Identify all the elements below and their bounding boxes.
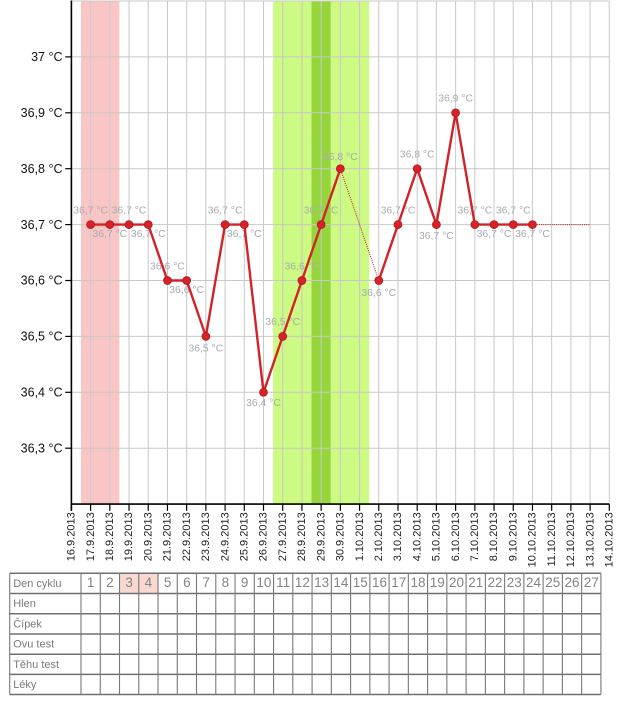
- svg-text:36,4 °C: 36,4 °C: [246, 398, 281, 409]
- svg-text:9: 9: [241, 575, 249, 590]
- svg-text:3.10.2013: 3.10.2013: [392, 512, 404, 561]
- svg-text:36,7 °C: 36,7 °C: [92, 229, 127, 240]
- svg-text:36,7 °C: 36,7 °C: [112, 205, 147, 216]
- svg-text:36,7 °C: 36,7 °C: [21, 218, 63, 232]
- svg-text:12.10.2013: 12.10.2013: [565, 512, 577, 567]
- svg-text:19.9.2013: 19.9.2013: [123, 512, 135, 561]
- svg-text:Ovu test: Ovu test: [13, 639, 54, 651]
- svg-text:28.9.2013: 28.9.2013: [296, 512, 308, 561]
- svg-text:36,4 °C: 36,4 °C: [21, 386, 63, 400]
- svg-text:7.10.2013: 7.10.2013: [469, 512, 481, 561]
- svg-text:25.9.2013: 25.9.2013: [239, 512, 251, 561]
- svg-text:23: 23: [507, 575, 522, 590]
- svg-text:Léky: Léky: [13, 679, 37, 691]
- svg-text:36,6 °C: 36,6 °C: [285, 261, 320, 272]
- svg-text:18: 18: [410, 575, 425, 590]
- svg-text:36,7 °C: 36,7 °C: [477, 229, 512, 240]
- svg-text:24: 24: [526, 575, 542, 590]
- svg-text:16.9.2013: 16.9.2013: [66, 512, 78, 561]
- svg-text:8.10.2013: 8.10.2013: [488, 512, 500, 561]
- svg-text:27.9.2013: 27.9.2013: [277, 512, 289, 561]
- svg-text:6: 6: [183, 575, 191, 590]
- svg-text:10: 10: [256, 575, 271, 590]
- svg-text:1: 1: [87, 575, 95, 590]
- svg-text:36,7 °C: 36,7 °C: [304, 205, 339, 216]
- svg-text:36,7 °C: 36,7 °C: [73, 205, 108, 216]
- svg-text:26: 26: [565, 575, 580, 590]
- svg-text:2.10.2013: 2.10.2013: [373, 512, 385, 561]
- svg-text:36,6 °C: 36,6 °C: [169, 285, 204, 296]
- svg-text:13.10.2013: 13.10.2013: [584, 512, 596, 567]
- svg-text:23.9.2013: 23.9.2013: [200, 512, 212, 561]
- svg-text:22.9.2013: 22.9.2013: [181, 512, 193, 561]
- svg-text:11.10.2013: 11.10.2013: [546, 512, 558, 566]
- svg-text:2: 2: [106, 575, 114, 590]
- svg-text:36,6 °C: 36,6 °C: [21, 274, 63, 288]
- svg-text:36,5 °C: 36,5 °C: [188, 343, 223, 354]
- svg-text:16: 16: [372, 575, 387, 590]
- svg-text:36,8 °C: 36,8 °C: [323, 152, 358, 163]
- svg-text:36,6 °C: 36,6 °C: [361, 288, 396, 299]
- svg-text:36,7 °C: 36,7 °C: [496, 205, 531, 216]
- svg-text:36,6 °C: 36,6 °C: [150, 261, 185, 272]
- svg-text:36,7 °C: 36,7 °C: [131, 229, 166, 240]
- svg-text:24.9.2013: 24.9.2013: [219, 512, 231, 561]
- svg-text:29.9.2013: 29.9.2013: [315, 512, 327, 561]
- svg-text:Hlen: Hlen: [13, 598, 36, 610]
- svg-text:26.9.2013: 26.9.2013: [258, 512, 270, 561]
- svg-text:36,7 °C: 36,7 °C: [515, 229, 550, 240]
- svg-text:Těhu test: Těhu test: [13, 659, 59, 671]
- svg-text:36,5 °C: 36,5 °C: [265, 317, 300, 328]
- svg-text:6.10.2013: 6.10.2013: [450, 512, 462, 561]
- svg-text:Den cyklu: Den cyklu: [13, 578, 61, 590]
- svg-text:21: 21: [468, 575, 483, 590]
- svg-text:36,7 °C: 36,7 °C: [208, 205, 243, 216]
- svg-text:1.10.2013: 1.10.2013: [354, 512, 366, 561]
- svg-text:36,7 °C: 36,7 °C: [381, 205, 416, 216]
- svg-text:18.9.2013: 18.9.2013: [104, 512, 116, 561]
- svg-text:36,3 °C: 36,3 °C: [21, 441, 63, 455]
- svg-text:12: 12: [295, 575, 310, 590]
- svg-text:4.10.2013: 4.10.2013: [411, 512, 423, 561]
- svg-text:36,8 °C: 36,8 °C: [400, 150, 435, 161]
- svg-text:25: 25: [545, 575, 560, 590]
- svg-text:20: 20: [449, 575, 464, 590]
- svg-text:36,9 °C: 36,9 °C: [21, 106, 63, 120]
- svg-text:36,5 °C: 36,5 °C: [21, 330, 63, 344]
- svg-text:19: 19: [430, 575, 445, 590]
- svg-text:Čípek: Čípek: [13, 618, 42, 631]
- svg-text:8: 8: [222, 575, 230, 590]
- svg-text:21.9.2013: 21.9.2013: [162, 512, 174, 561]
- svg-text:14: 14: [333, 575, 349, 590]
- svg-text:36,8 °C: 36,8 °C: [21, 162, 63, 176]
- svg-text:36,7 °C: 36,7 °C: [419, 231, 454, 242]
- svg-text:20.9.2013: 20.9.2013: [142, 512, 154, 561]
- svg-text:13: 13: [314, 575, 329, 590]
- svg-text:5: 5: [164, 575, 172, 590]
- svg-text:30.9.2013: 30.9.2013: [335, 512, 347, 561]
- svg-text:27: 27: [584, 575, 599, 590]
- svg-text:7: 7: [202, 575, 210, 590]
- svg-text:9.10.2013: 9.10.2013: [507, 512, 519, 561]
- svg-text:36,7 °C: 36,7 °C: [457, 205, 492, 216]
- svg-text:15: 15: [353, 575, 368, 590]
- svg-text:5.10.2013: 5.10.2013: [431, 512, 443, 561]
- svg-text:11: 11: [276, 575, 290, 590]
- svg-text:17.9.2013: 17.9.2013: [85, 512, 97, 561]
- svg-text:10.10.2013: 10.10.2013: [527, 512, 539, 567]
- svg-text:37 °C: 37 °C: [31, 50, 62, 64]
- svg-text:36,9 °C: 36,9 °C: [438, 94, 473, 105]
- svg-text:3: 3: [125, 575, 133, 590]
- svg-text:22: 22: [487, 575, 502, 590]
- svg-text:14.10.2013: 14.10.2013: [604, 512, 616, 567]
- svg-text:17: 17: [391, 575, 406, 590]
- svg-text:4: 4: [145, 575, 153, 590]
